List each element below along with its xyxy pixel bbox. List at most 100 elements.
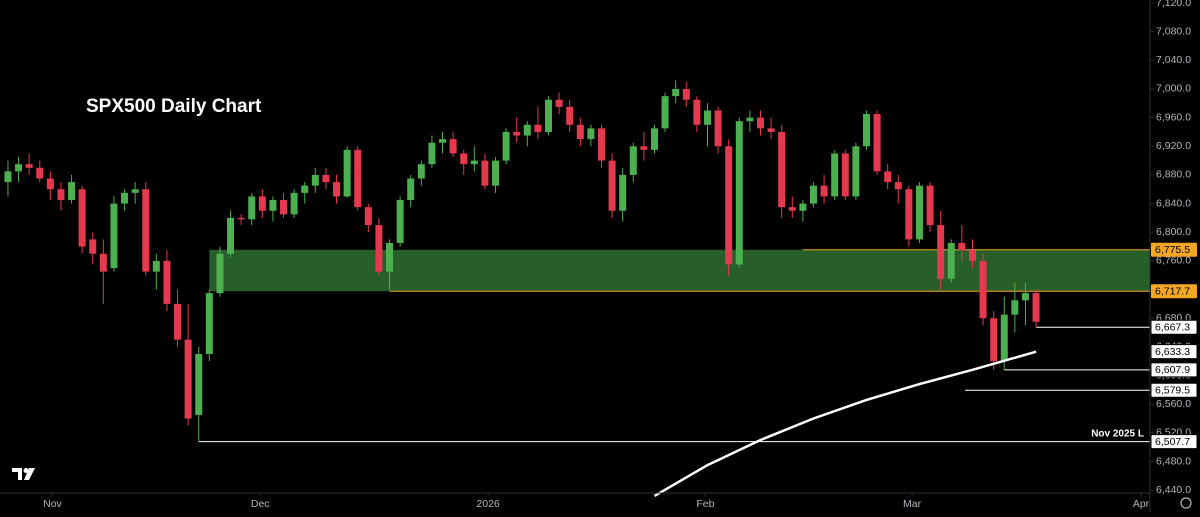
price-label-box xyxy=(1151,284,1197,299)
candle-body xyxy=(227,217,235,254)
candle-body xyxy=(1000,314,1008,362)
candle-body xyxy=(152,260,160,272)
candle-body xyxy=(36,167,44,179)
y-tick-label: 7,120.0 xyxy=(1156,0,1191,9)
candle-body xyxy=(523,124,531,136)
settings-icon[interactable] xyxy=(1180,497,1192,509)
candle-body xyxy=(672,88,680,97)
candle-body xyxy=(142,189,150,272)
x-tick-label: Mar xyxy=(903,498,922,510)
candle-body xyxy=(131,189,139,193)
price-label-box xyxy=(1150,434,1198,450)
candle-body xyxy=(301,185,309,193)
candle-body xyxy=(926,185,934,226)
candle-body xyxy=(1032,293,1040,322)
candle-body xyxy=(884,171,892,183)
candle-body xyxy=(205,293,213,355)
x-tick-label: Nov xyxy=(43,498,62,510)
price-label: 6,667.3 xyxy=(1155,322,1190,334)
candle-body xyxy=(428,142,436,165)
candle-body xyxy=(78,189,86,247)
candle-body xyxy=(4,171,12,183)
y-tick-label: 6,760.0 xyxy=(1156,255,1191,267)
candle-body xyxy=(968,250,976,261)
candle-body xyxy=(767,128,775,132)
candle-body xyxy=(534,124,542,132)
candle-body xyxy=(333,182,341,197)
price-label: 6,633.3 xyxy=(1155,346,1190,358)
y-tick-label: 6,800.0 xyxy=(1156,226,1191,238)
candle-body xyxy=(905,189,913,240)
candle-body xyxy=(831,153,839,197)
y-tick-label: 7,040.0 xyxy=(1156,54,1191,66)
candle-body xyxy=(820,185,828,197)
logo-mark xyxy=(12,468,22,480)
candle-body xyxy=(258,196,266,211)
candle-body xyxy=(661,96,669,129)
candle-body xyxy=(852,146,860,197)
candle-body xyxy=(121,192,129,204)
candle-body xyxy=(15,164,23,172)
logo-slash xyxy=(24,468,35,480)
candle-body xyxy=(703,110,711,125)
candle-body xyxy=(714,110,722,147)
overlay: 6,440.06,480.06,520.06,560.06,600.06,640… xyxy=(43,0,1198,510)
price-label: 6,775.5 xyxy=(1155,244,1190,256)
candle-body xyxy=(990,318,998,362)
price-label: 6,607.9 xyxy=(1155,364,1190,376)
candle-body xyxy=(894,182,902,190)
candle-body xyxy=(68,182,76,201)
candle-body xyxy=(375,225,383,272)
candle-body xyxy=(417,164,425,179)
candle-body xyxy=(915,185,923,240)
plot-area: Nov 2025 L xyxy=(4,80,1151,497)
price-label: 6,717.7 xyxy=(1155,285,1190,297)
candle-body xyxy=(163,260,171,304)
candle-body xyxy=(746,117,754,122)
y-tick-label: 7,000.0 xyxy=(1156,83,1191,95)
y-tick-label: 7,080.0 xyxy=(1156,25,1191,37)
price-label-box xyxy=(1150,382,1198,398)
candle-body xyxy=(46,178,54,190)
candle-body xyxy=(629,146,637,175)
candle-body xyxy=(407,178,415,201)
y-tick-label: 6,560.0 xyxy=(1156,398,1191,410)
price-label: 6,579.5 xyxy=(1155,384,1190,396)
y-tick-label: 6,920.0 xyxy=(1156,140,1191,152)
price-label-box xyxy=(1151,242,1197,257)
logo xyxy=(12,468,35,480)
candle-body xyxy=(778,131,786,208)
y-tick-label: 6,880.0 xyxy=(1156,169,1191,181)
price-label-box xyxy=(1150,362,1198,378)
candle-body xyxy=(958,242,966,251)
candle-body xyxy=(947,242,955,279)
candle-body xyxy=(439,139,447,143)
candle-body xyxy=(248,196,256,220)
x-tick-label: 2026 xyxy=(476,498,500,510)
candle-body xyxy=(693,99,701,125)
candle-body xyxy=(725,146,733,265)
candle-body xyxy=(290,192,298,215)
candle-body xyxy=(174,303,182,340)
candle-body xyxy=(460,153,468,165)
candle-body xyxy=(216,253,224,294)
candle-body xyxy=(237,217,245,220)
candle-body xyxy=(862,114,870,147)
candle-body xyxy=(492,160,500,186)
candle-body xyxy=(619,174,627,211)
candle-body xyxy=(354,149,362,208)
candle-body xyxy=(756,117,764,129)
candle-body xyxy=(682,88,690,100)
candle-body xyxy=(841,153,849,197)
candle-body xyxy=(311,174,319,186)
candle-body xyxy=(280,200,288,215)
y-tick-label: 6,480.0 xyxy=(1156,455,1191,467)
candle-body xyxy=(364,207,372,226)
chart-title: SPX500 Daily Chart xyxy=(86,96,262,117)
candle-body xyxy=(502,131,510,161)
candle-body xyxy=(566,106,574,125)
candle-body xyxy=(650,128,658,150)
price-label-box xyxy=(1150,319,1198,335)
x-tick-label: Feb xyxy=(696,498,714,510)
